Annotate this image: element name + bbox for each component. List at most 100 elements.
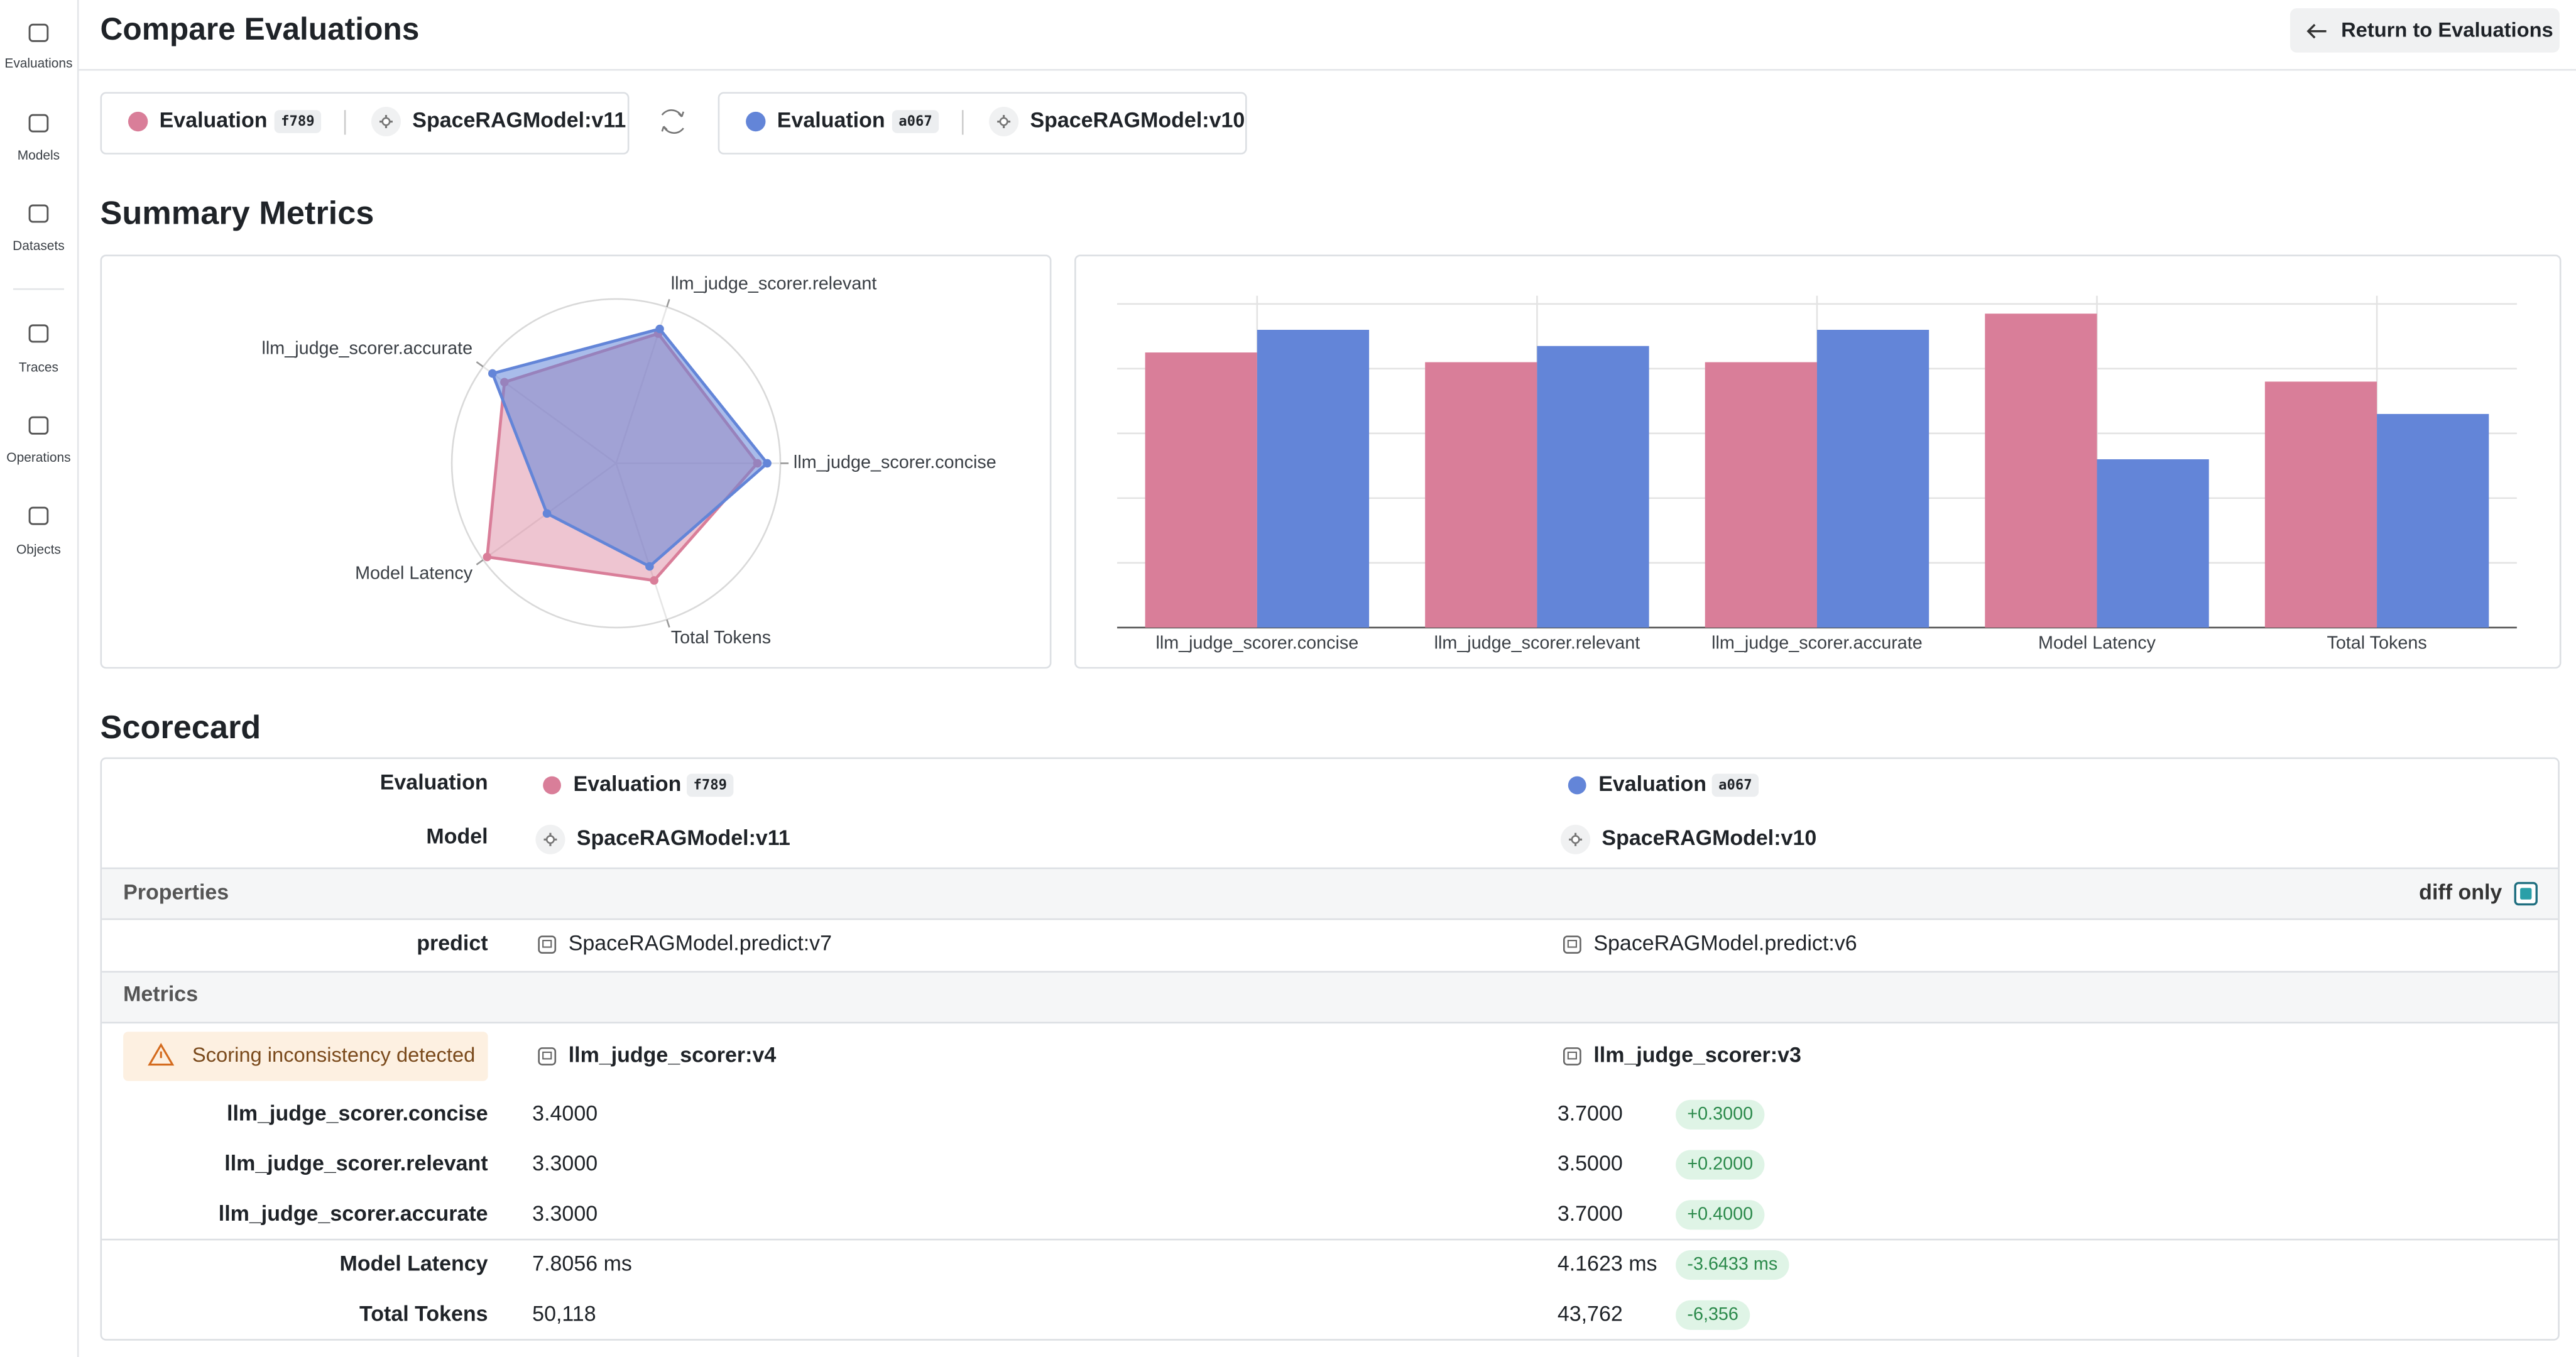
metric-name: llm_judge_scorer.accurate [219,1202,488,1226]
metric-value: 7.8056 ms [532,1252,632,1276]
eval-label: Evaluation [777,108,885,132]
nav-icon[interactable] [28,506,49,525]
bar [1537,346,1649,628]
radar-point [488,369,497,378]
eval-dot [128,111,148,132]
op-icon [538,935,557,954]
eval-dot [1568,776,1586,795]
radar-axis-label: Model Latency [355,563,473,583]
section-label: Properties [123,881,229,905]
diff-pill [1676,1300,1750,1330]
bar [1985,313,2097,628]
radar-tick [666,298,670,308]
x-tick-label: Model Latency [2038,633,2156,653]
diff-pill [1676,1250,1789,1280]
op-icon [542,940,552,948]
op-icon [1563,1047,1581,1065]
model-icon [545,835,555,844]
diff-pill [1676,1200,1765,1230]
radar-point [645,562,654,571]
nav-icon[interactable] [28,23,49,42]
metric-diff: +0.2000 [1687,1154,1753,1174]
bar [2264,381,2377,628]
radar-tick [476,559,484,565]
section-band [102,973,2558,1022]
metric-diff: +0.3000 [1687,1104,1753,1124]
eval-card[interactable] [718,92,1247,155]
arrow-icon [2306,24,2327,39]
metric-value: 3.5000 [1558,1152,1623,1175]
eval-id: f789 [281,113,315,129]
eval-id: a067 [1718,777,1752,793]
metric-diff: +0.4000 [1687,1204,1753,1224]
section-band [102,869,2558,918]
model-name: SpaceRAGModel:v10 [1602,826,1816,850]
radar-point [542,509,552,518]
property-value: SpaceRAGModel.predict:v7 [569,932,832,956]
metric-name: Total Tokens [359,1302,488,1326]
diff-pill [1676,1099,1765,1130]
scorer-name: llm_judge_scorer:v3 [1593,1043,1801,1067]
diff-only-label: diff only [2419,881,2502,905]
warning-text: Scoring inconsistency detected [192,1043,475,1066]
id-badge [1711,773,1759,797]
op-icon [538,1047,557,1065]
radar-axis-label: Total Tokens [671,628,771,648]
swap-icon[interactable] [661,109,684,134]
metric-value: 50,118 [532,1302,596,1326]
warning-icon [148,1043,175,1066]
section-title: Scorecard [101,709,261,746]
model-name: SpaceRAGModel:v11 [412,108,626,132]
metric-diff: -6,356 [1687,1304,1738,1324]
radar-tick [476,361,484,368]
x-tick-label: llm_judge_scorer.relevant [1434,633,1640,653]
metric-value: 3.7000 [1558,1202,1623,1226]
nav-label: Operations [6,450,70,465]
nav-icon[interactable] [28,324,49,343]
eval-dot [543,776,561,795]
bar [2097,459,2209,628]
row-label: predict [417,932,488,956]
page-title: Compare Evaluations [101,11,420,46]
eval-id: f789 [693,777,727,793]
bar [1425,362,1537,628]
scorecard-panel [100,757,2560,1341]
row-label: Model [426,825,488,849]
metric-value: 3.4000 [532,1101,598,1125]
metric-value: 43,762 [1558,1302,1623,1326]
model-icon [999,117,1008,126]
model-name: SpaceRAGModel:v11 [577,826,790,850]
nav-icon[interactable] [28,204,49,223]
checkbox-fill [2520,888,2532,900]
diff-pill [1676,1150,1765,1180]
bar [1145,352,1257,628]
bar [2377,413,2489,628]
metric-diff: -3.6433 ms [1687,1254,1777,1274]
nav-icon[interactable] [28,114,49,133]
x-tick-label: llm_judge_scorer.accurate [1711,633,1923,653]
eval-label: Evaluation [1598,772,1706,796]
radar-axis-label: llm_judge_scorer.relevant [671,274,877,294]
metric-name: llm_judge_scorer.concise [227,1101,488,1125]
return-button[interactable] [2290,8,2560,53]
radar-axis-label: llm_judge_scorer.concise [794,452,996,472]
radar-point [655,324,664,334]
model-icon [1571,835,1580,844]
eval-id: a067 [898,113,932,129]
model-icon [381,117,391,126]
model-name: SpaceRAGModel:v10 [1030,108,1245,132]
bar [1257,329,1370,628]
section-label: Metrics [123,983,198,1006]
property-value: SpaceRAGModel.predict:v6 [1593,932,1857,956]
nav-icon[interactable] [28,416,49,435]
nav-label: Models [18,148,60,163]
metric-name: llm_judge_scorer.relevant [224,1152,488,1175]
id-badge [686,773,734,797]
x-tick-label: Total Tokens [2327,633,2426,653]
nav-label: Traces [19,360,58,374]
row-label: Evaluation [380,770,488,794]
radar-point [763,459,772,468]
eval-card[interactable] [100,92,630,155]
radar-area [490,327,770,569]
